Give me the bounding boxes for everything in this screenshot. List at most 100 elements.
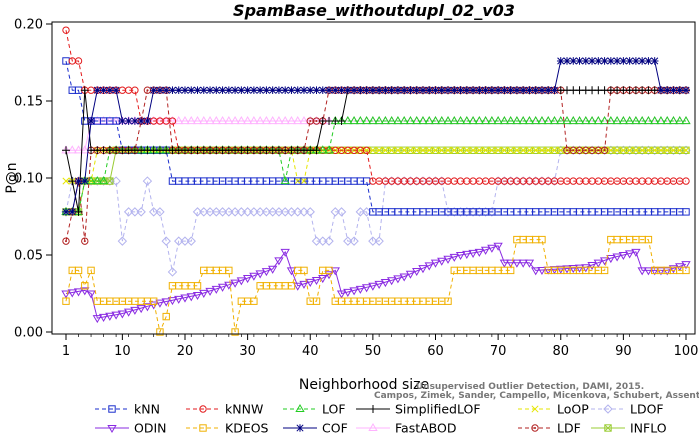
series-point-cof <box>268 86 277 95</box>
series-point-ldof <box>155 207 165 217</box>
y-tick-label: 0.05 <box>14 249 43 264</box>
series-point-cof <box>544 86 553 95</box>
series-point-odin <box>593 259 603 268</box>
series-point-fastabod <box>293 116 303 125</box>
series-point-cof <box>174 86 183 95</box>
series-point-lof <box>631 116 641 125</box>
series-point-cof <box>431 86 440 95</box>
series-point-cof <box>506 86 515 95</box>
series-lof <box>61 116 691 215</box>
series-point-odin <box>581 264 591 273</box>
legend-label-odin: ODIN <box>134 421 167 434</box>
series-point-kdeos <box>325 266 333 275</box>
series-point-kdeos <box>506 266 515 275</box>
series-point-ldof <box>324 236 334 246</box>
x-tick-label: 60 <box>427 344 444 359</box>
series-point-fastabod <box>155 116 165 125</box>
series-point-lof <box>386 116 397 125</box>
series-point-loop <box>381 146 389 154</box>
series-point-odin <box>123 308 134 317</box>
series-point-odin <box>267 265 278 274</box>
series-point-cof <box>131 117 139 125</box>
series-point-ldof <box>280 207 290 217</box>
series-point-cof <box>500 86 509 95</box>
series-point-lof <box>437 116 447 125</box>
series-point-cof <box>375 86 383 95</box>
series-point-odin <box>311 276 322 286</box>
series-point-odin <box>681 261 691 270</box>
series-point-loop <box>651 146 659 154</box>
series-point-lof <box>430 116 441 125</box>
series-point-cof <box>406 86 415 95</box>
series-point-odin <box>556 265 566 274</box>
series-point-loop <box>532 146 540 154</box>
series-point-cof <box>607 57 615 65</box>
series-point-fastabod <box>236 116 247 125</box>
series-point-cof <box>312 86 321 95</box>
series-kdeos <box>62 235 690 336</box>
series-point-cof <box>613 57 621 65</box>
series-point-cof <box>569 57 578 65</box>
series-point-odin <box>349 287 359 296</box>
legend-label-knn: kNN <box>134 402 160 417</box>
series-point-odin <box>637 267 647 276</box>
series-point-odin <box>424 262 434 271</box>
x-tick-label: 50 <box>365 344 382 359</box>
series-point-fastabod <box>186 116 196 125</box>
series-point-lof <box>393 116 403 125</box>
series-point-odin <box>512 259 522 268</box>
series-point-odin <box>531 267 541 276</box>
series-point-lof <box>349 116 359 125</box>
series-point-ldof <box>274 207 284 217</box>
series-point-cof <box>412 86 421 95</box>
series-point-cof <box>575 57 584 65</box>
series-point-ldof <box>167 267 178 277</box>
series-point-cof <box>68 208 77 216</box>
series-point-odin <box>468 249 478 258</box>
series-point-lof <box>675 116 685 125</box>
series-point-kdeos <box>600 266 609 275</box>
y-tick-label: 0.20 <box>14 18 43 33</box>
series-odin <box>61 242 691 324</box>
series-point-kdeos <box>538 235 546 244</box>
series-point-odin <box>343 288 353 297</box>
series-point-loop <box>438 146 446 154</box>
legend-swatch-marker <box>296 424 304 432</box>
y-tick-label: 0.15 <box>14 95 43 110</box>
series-point-loop <box>638 146 646 154</box>
series-point-lof <box>518 116 528 125</box>
series-point-loop <box>494 146 502 154</box>
series-point-odin <box>180 294 190 303</box>
series-point-cof <box>199 86 208 95</box>
series-point-lof <box>556 116 566 125</box>
series-point-ldof <box>230 207 240 217</box>
series-point-odin <box>668 265 679 274</box>
series-point-lof <box>318 145 328 154</box>
legend-item-inflo: INFLO <box>591 421 667 434</box>
series-point-fastabod <box>267 116 278 125</box>
series-point-ldof <box>299 207 309 217</box>
series-point-kdeos <box>162 312 170 321</box>
x-tick-label: 1 <box>62 344 70 359</box>
series-point-cof <box>581 57 590 65</box>
series-point-lof <box>656 116 666 125</box>
series-point-fastabod <box>230 116 240 125</box>
series-point-lof <box>468 116 478 125</box>
series-point-kdeos <box>300 266 308 275</box>
series-point-ldof <box>305 207 315 217</box>
series-point-cof <box>193 86 202 95</box>
series-point-ldof <box>236 207 247 217</box>
x-tick-label: 30 <box>239 344 256 359</box>
series-point-lof <box>531 116 541 125</box>
series-point-odin <box>330 267 340 276</box>
series-point-odin <box>155 299 165 308</box>
series-point-loop <box>463 146 471 154</box>
legend-swatch-marker <box>603 404 613 414</box>
series-point-cof <box>632 57 640 65</box>
legend-item-ldf: LDF <box>518 421 581 434</box>
series-point-cof <box>657 86 665 95</box>
series-point-cof <box>638 57 646 65</box>
series-point-odin <box>418 265 428 274</box>
series-point-kdeos <box>444 297 452 305</box>
y-tick-label: 0.00 <box>14 326 43 341</box>
